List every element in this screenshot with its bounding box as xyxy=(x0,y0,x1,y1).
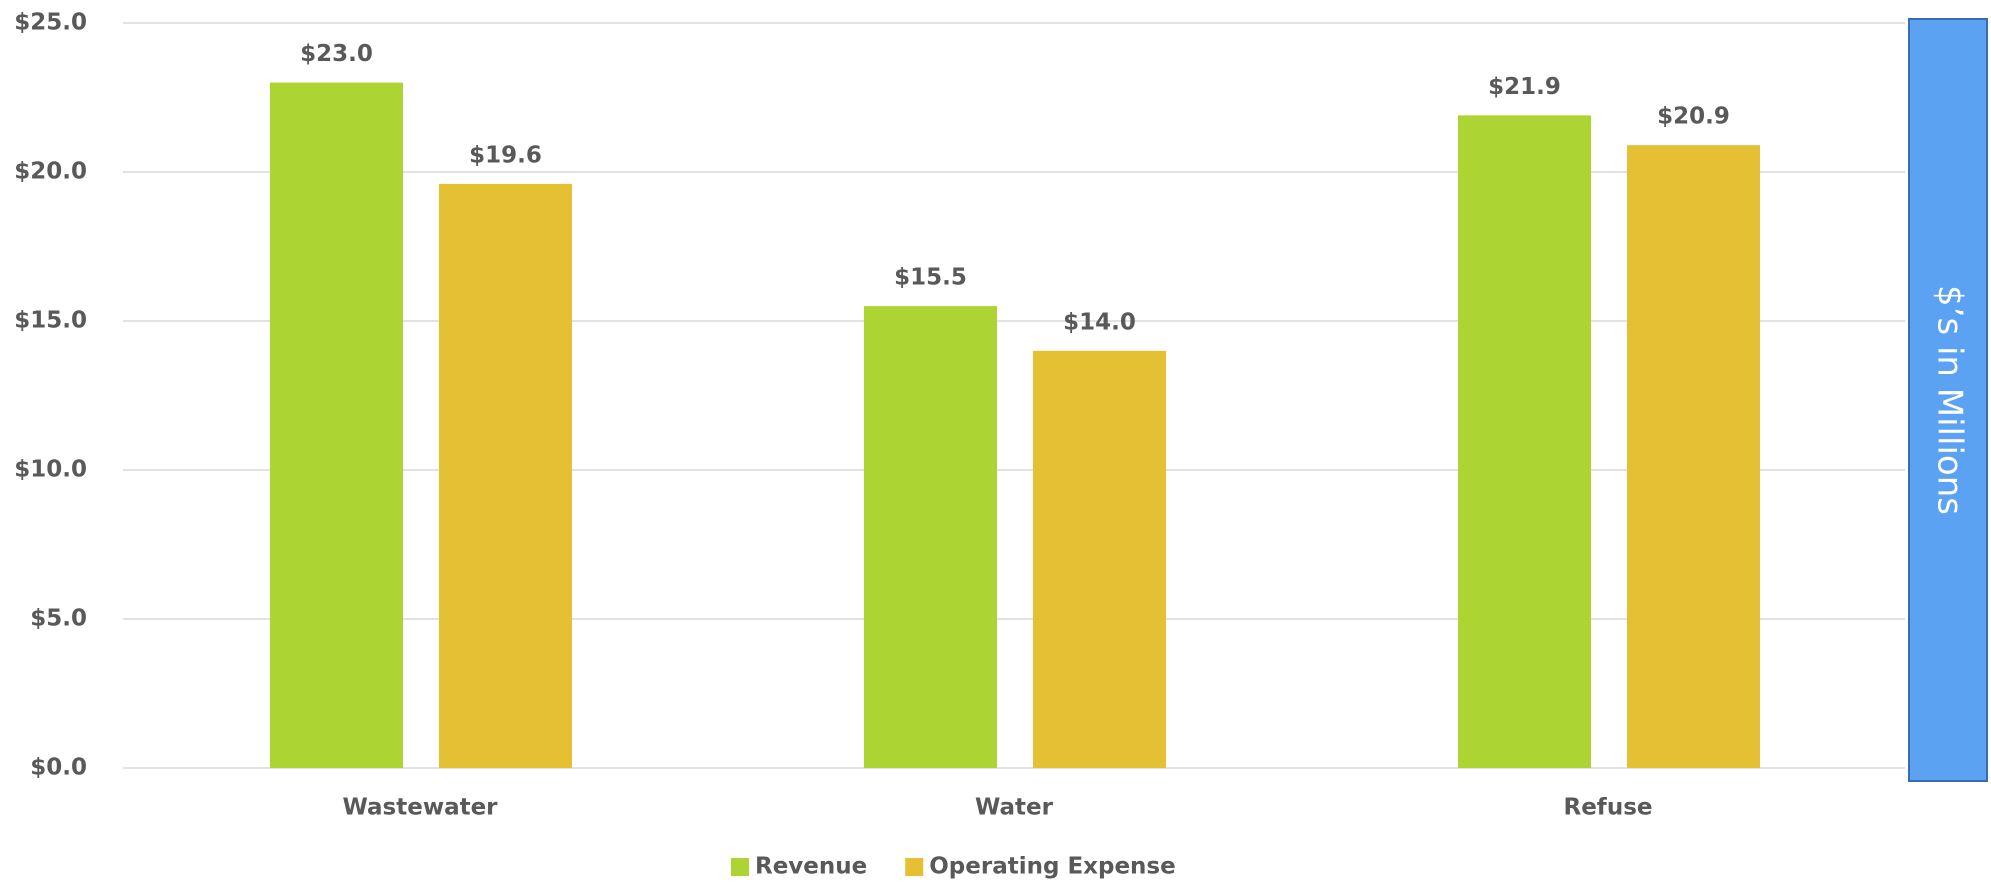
legend-swatch xyxy=(731,858,749,876)
legend-label: Revenue xyxy=(755,854,867,880)
bar xyxy=(270,82,403,769)
legend-swatch xyxy=(905,858,924,876)
y-tick-label: $5.0 xyxy=(30,606,87,632)
y-tick-label: $0.0 xyxy=(30,755,87,781)
y-axis-label: $’s in Millions xyxy=(1930,285,1970,515)
bar xyxy=(1458,115,1591,768)
data-label: $23.0 xyxy=(300,41,373,67)
x-tick-label: Water xyxy=(975,795,1054,821)
data-label: $14.0 xyxy=(1063,309,1136,335)
bar xyxy=(1627,145,1760,768)
bar xyxy=(864,306,997,768)
y-tick-label: $20.0 xyxy=(14,159,87,185)
bar xyxy=(439,183,572,769)
y-tick-label: $15.0 xyxy=(14,308,87,334)
x-tick-label: Refuse xyxy=(1564,795,1653,821)
legend-label: Operating Expense xyxy=(929,854,1175,880)
data-label: $21.9 xyxy=(1488,74,1561,100)
data-label: $20.9 xyxy=(1657,104,1730,130)
y-tick-label: $10.0 xyxy=(14,457,87,483)
y-tick-label: $25.0 xyxy=(14,10,87,36)
x-tick-label: Wastewater xyxy=(342,795,498,821)
data-label: $19.6 xyxy=(469,142,542,168)
axis-label-box xyxy=(1908,18,1988,782)
data-label: $15.5 xyxy=(894,265,967,291)
bar xyxy=(1033,350,1166,768)
